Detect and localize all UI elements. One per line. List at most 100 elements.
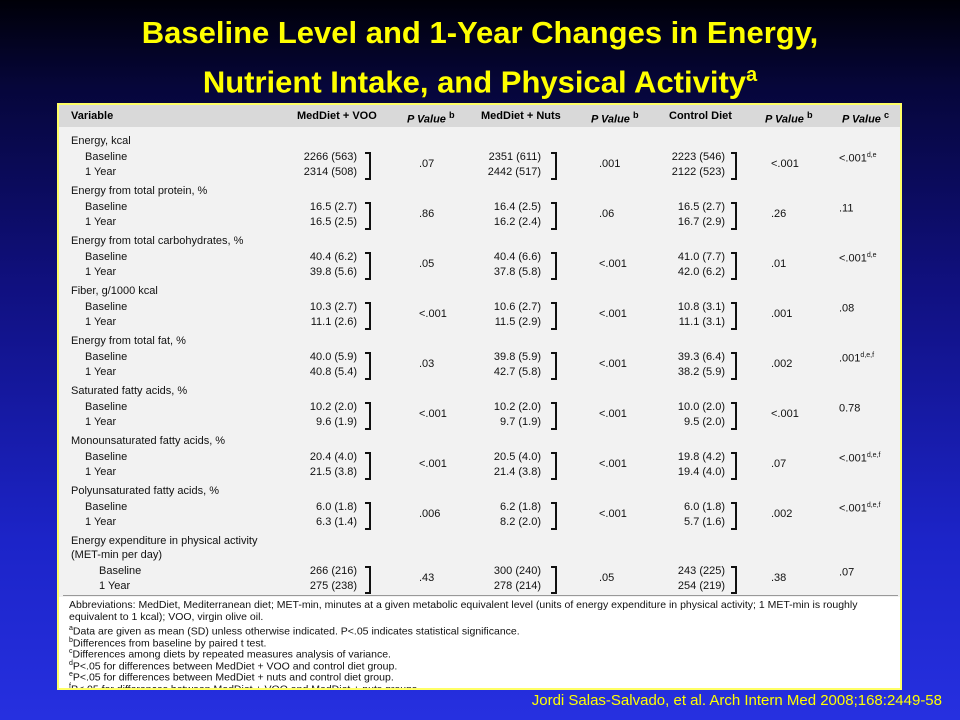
cell-voo-baseline: 20.4 (4.0)	[309, 451, 357, 463]
cell-voo-baseline: 16.5 (2.7)	[309, 201, 357, 213]
cell-pvalue-2: <.001	[599, 258, 627, 270]
table-footnotes: Abbreviations: MedDiet, Mediterranean di…	[59, 597, 900, 688]
group-label: Polyunsaturated fatty acids, %	[71, 485, 219, 497]
row-label-baseline: Baseline	[85, 351, 128, 363]
cell-control-1year: 19.4 (4.0)	[677, 466, 725, 478]
bracket	[551, 252, 557, 280]
cell-pvalue-3: .26	[771, 208, 787, 220]
slide-title: Baseline Level and 1-Year Changes in Ene…	[0, 12, 960, 103]
cell-pvalue-2: <.001	[599, 458, 627, 470]
cell-nuts-baseline: 20.5 (4.0)	[493, 451, 541, 463]
cell-pvalue-4: .07	[839, 566, 855, 579]
row-label-1year: 1 Year	[85, 466, 117, 478]
bracket	[365, 202, 371, 230]
cell-pvalue-4: <.001d,e,f	[839, 452, 881, 465]
header-meddiet-nuts: MedDiet + Nuts	[481, 110, 561, 122]
cell-pvalue-3: <.001	[771, 408, 799, 420]
title-line-1: Baseline Level and 1-Year Changes in Ene…	[141, 15, 819, 50]
cell-voo-baseline: 266 (216)	[309, 565, 357, 577]
cell-nuts-1year: 278 (214)	[493, 580, 541, 592]
table-group: Energy, kcal Baseline 1 Year 2266 (563) 2314…	[59, 135, 900, 185]
table-group: Energy from total fat, % Baseline 1 Year 40…	[59, 335, 900, 385]
footnote: Abbreviations: MedDiet, Mediterranean di…	[69, 599, 858, 623]
cell-nuts-1year: 9.7 (1.9)	[500, 416, 541, 428]
cell-control-1year: 254 (219)	[677, 580, 725, 592]
bracket	[731, 402, 737, 430]
cell-pvalue-4: <.001d,e	[839, 252, 877, 265]
row-label-1year: 1 Year	[99, 580, 131, 592]
cell-voo-1year: 2314 (508)	[303, 166, 357, 178]
row-label-1year: 1 Year	[85, 416, 117, 428]
cell-pvalue-2: <.001	[599, 508, 627, 520]
header-variable: Variable	[71, 110, 114, 122]
table-header: Variable MedDiet + VOO P Value b MedDiet…	[59, 105, 900, 128]
bracket	[365, 452, 371, 480]
row-label-baseline: Baseline	[85, 201, 128, 213]
group-label: Monounsaturated fatty acids, %	[71, 435, 226, 447]
bracket	[365, 252, 371, 280]
cell-pvalue-1: .03	[419, 358, 435, 370]
header-meddiet-voo: MedDiet + VOO	[297, 110, 377, 122]
cell-voo-baseline: 6.0 (1.8)	[316, 501, 357, 513]
bracket	[551, 452, 557, 480]
bracket	[365, 502, 371, 530]
row-label-baseline: Baseline	[85, 501, 128, 513]
cell-control-1year: 38.2 (5.9)	[677, 366, 725, 378]
cell-control-baseline: 10.8 (3.1)	[677, 301, 725, 313]
cell-voo-baseline: 10.3 (2.7)	[309, 301, 357, 313]
table-body: Energy, kcal Baseline 1 Year 2266 (563) 2314…	[59, 127, 900, 597]
bracket	[551, 202, 557, 230]
cell-pvalue-2: <.001	[599, 308, 627, 320]
cell-pvalue-1: .07	[419, 158, 435, 170]
bracket	[551, 502, 557, 530]
cell-pvalue-3: <.001	[771, 158, 799, 170]
bracket	[551, 302, 557, 330]
cell-nuts-1year: 42.7 (5.8)	[493, 366, 541, 378]
table-panel: Variable MedDiet + VOO P Value b MedDiet…	[57, 103, 902, 690]
cell-nuts-baseline: 16.4 (2.5)	[493, 201, 541, 213]
cell-nuts-baseline: 40.4 (6.6)	[493, 251, 541, 263]
table-group: Saturated fatty acids, % Baseline 1 Year 10…	[59, 385, 900, 435]
cell-pvalue-2: .001	[599, 158, 621, 170]
table-bottom-rule	[63, 595, 898, 596]
table-group: Monounsaturated fatty acids, % Baseline 1 …	[59, 435, 900, 485]
cell-nuts-baseline: 300 (240)	[493, 565, 541, 577]
cell-pvalue-4: .08	[839, 302, 855, 315]
cell-nuts-1year: 2442 (517)	[487, 166, 541, 178]
row-label-1year: 1 Year	[85, 166, 117, 178]
bracket	[731, 152, 737, 180]
bracket	[551, 152, 557, 180]
cell-pvalue-3: .38	[771, 572, 787, 584]
cell-pvalue-3: .002	[771, 508, 793, 520]
group-label-2: (MET-min per day)	[71, 549, 163, 561]
header-control-diet: Control Diet	[669, 110, 732, 122]
table-group: Polyunsaturated fatty acids, % Baseline 1 …	[59, 485, 900, 535]
cell-control-baseline: 2223 (546)	[671, 151, 725, 163]
bracket	[365, 352, 371, 380]
cell-nuts-baseline: 10.6 (2.7)	[493, 301, 541, 313]
row-label-baseline: Baseline	[85, 151, 128, 163]
footnote: cDifferences among diets by repeated mea…	[69, 648, 391, 661]
cell-control-1year: 42.0 (6.2)	[677, 266, 725, 278]
cell-control-baseline: 41.0 (7.7)	[677, 251, 725, 263]
cell-pvalue-4: 0.78	[839, 402, 861, 415]
cell-voo-1year: 11.1 (2.6)	[310, 316, 357, 328]
cell-pvalue-4: <.001d,e,f	[839, 502, 881, 515]
bracket	[365, 152, 371, 180]
bracket	[365, 566, 371, 594]
row-label-baseline: Baseline	[85, 251, 128, 263]
cell-control-baseline: 39.3 (6.4)	[677, 351, 725, 363]
cell-pvalue-1: <.001	[419, 408, 447, 420]
cell-pvalue-4: .11	[839, 202, 854, 215]
table-group: Energy from total carbohydrates, % Baseli…	[59, 235, 900, 285]
bracket	[551, 352, 557, 380]
cell-voo-baseline: 40.0 (5.9)	[309, 351, 357, 363]
row-label-baseline: Baseline	[85, 401, 128, 413]
row-label-1year: 1 Year	[85, 266, 117, 278]
cell-control-baseline: 6.0 (1.8)	[684, 501, 725, 513]
cell-pvalue-3: .07	[771, 458, 787, 470]
cell-nuts-baseline: 39.8 (5.9)	[493, 351, 541, 363]
bracket	[731, 566, 737, 594]
cell-pvalue-2: <.001	[599, 358, 627, 370]
cell-voo-1year: 40.8 (5.4)	[309, 366, 357, 378]
